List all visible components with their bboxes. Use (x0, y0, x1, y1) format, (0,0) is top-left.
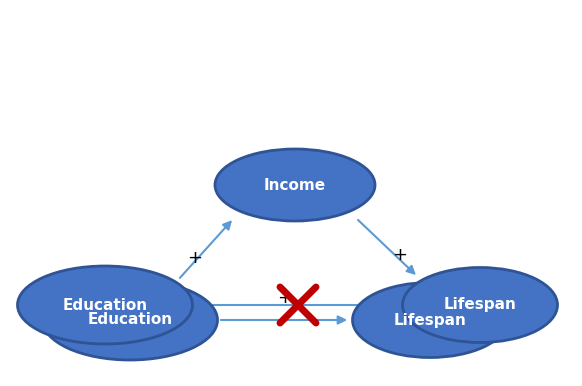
Text: Lifespan: Lifespan (393, 313, 466, 327)
Text: +: + (187, 249, 203, 267)
Text: +: + (278, 289, 293, 307)
Ellipse shape (17, 266, 193, 344)
Text: Lifespan: Lifespan (443, 298, 516, 313)
Text: Income: Income (264, 178, 326, 193)
Text: Education: Education (62, 298, 148, 313)
Ellipse shape (215, 149, 375, 221)
Text: +: + (392, 246, 407, 264)
Ellipse shape (42, 280, 218, 360)
Ellipse shape (403, 267, 558, 342)
Text: Education: Education (87, 313, 172, 327)
Ellipse shape (353, 283, 508, 357)
